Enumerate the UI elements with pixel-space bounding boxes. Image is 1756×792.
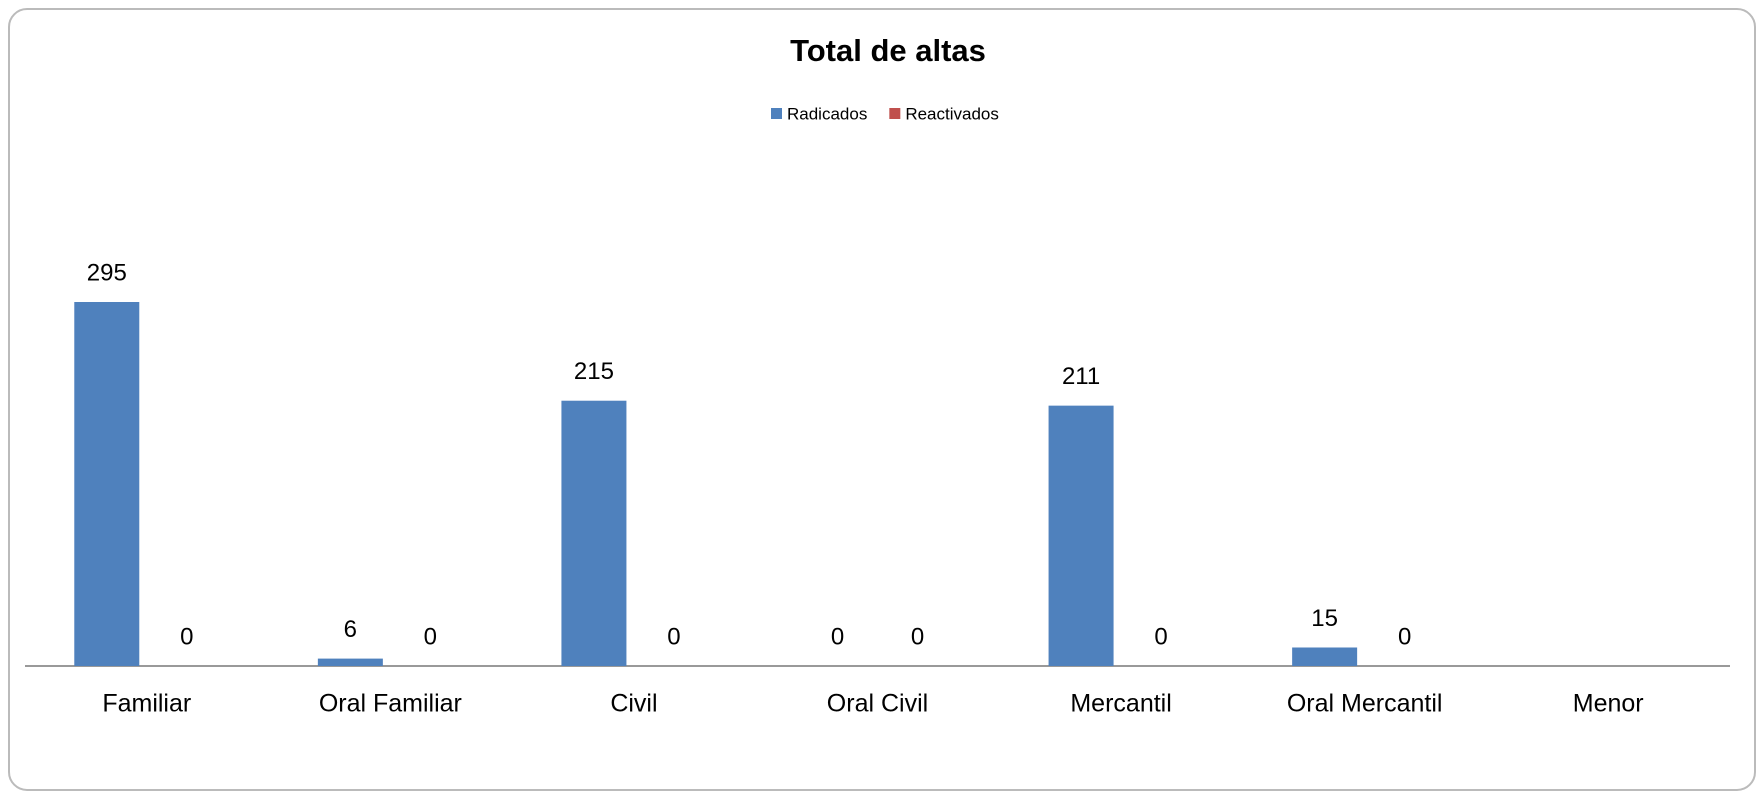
data-label: 0 (911, 623, 924, 650)
bar (561, 400, 627, 666)
x-tick-label: Mercantil (1070, 690, 1171, 718)
data-label: 0 (424, 623, 437, 650)
data-label: 215 (574, 358, 614, 385)
data-label: 0 (1398, 623, 1411, 650)
data-label: 0 (831, 623, 844, 650)
data-label: 211 (1062, 363, 1100, 390)
x-tick-label: Menor (1573, 690, 1644, 718)
data-label: 0 (667, 623, 680, 650)
data-label: 295 (87, 259, 127, 286)
data-label: 15 (1311, 605, 1338, 632)
bar (1292, 647, 1358, 666)
bar (317, 658, 383, 666)
data-label: 0 (180, 623, 193, 650)
legend-label: Radicados (787, 104, 867, 123)
chart-border (8, 8, 1756, 791)
x-tick-label: Oral Civil (827, 690, 928, 718)
legend-swatch (889, 108, 901, 119)
data-label: 0 (1154, 623, 1167, 650)
x-tick-label: Civil (610, 690, 657, 718)
data-label: 6 (344, 616, 357, 643)
legend-swatch (771, 108, 782, 119)
bar (74, 302, 140, 666)
x-tick-label: Oral Mercantil (1287, 690, 1443, 718)
chart-title: Total de altas (790, 33, 986, 68)
legend-label: Reactivados (905, 104, 999, 123)
bar (1048, 405, 1114, 666)
x-tick-label: Familiar (102, 690, 191, 718)
x-tick-label: Oral Familiar (319, 690, 462, 718)
